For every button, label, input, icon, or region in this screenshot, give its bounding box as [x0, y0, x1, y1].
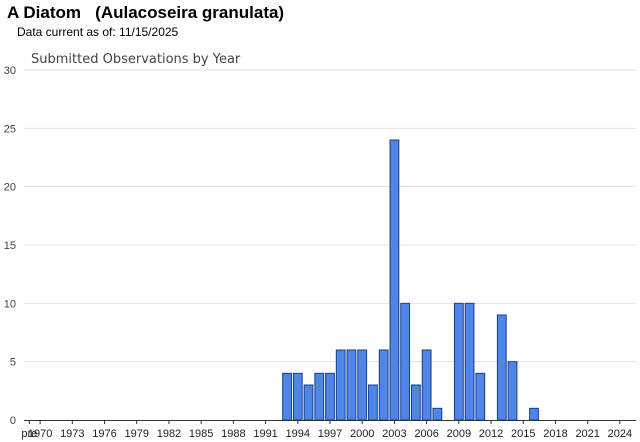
y-tick-label: 0 — [10, 415, 16, 427]
bar-1994 — [292, 372, 303, 421]
data-currency-note: Data current as of: 11/15/2025 — [17, 25, 179, 39]
x-tick-label: 2018 — [543, 428, 567, 440]
y-tick-label: 30 — [4, 65, 16, 77]
x-tick-label: 1976 — [92, 428, 116, 440]
x-tick-label: 2000 — [350, 428, 374, 440]
y-axis-ticks: 0 5 10 15 20 25 30 — [4, 65, 16, 427]
x-tick-label: 1994 — [286, 428, 310, 440]
bar-2002 — [378, 349, 389, 421]
x-tick-label: 2015 — [511, 428, 535, 440]
bar-2004 — [400, 302, 411, 421]
page-title: A Diatom (Aulacoseira granulata) — [7, 3, 285, 22]
bar-2014 — [507, 361, 518, 421]
x-tick-label: 1979 — [124, 428, 148, 440]
bar-1997 — [325, 372, 335, 421]
bar-2013 — [496, 314, 507, 421]
bar-1996 — [314, 372, 325, 421]
bar-2001 — [368, 384, 378, 421]
x-tick-label: 1991 — [253, 428, 277, 440]
x-tick-label: 1985 — [189, 428, 213, 440]
x-tick-label: pre — [21, 428, 37, 440]
bar-2003 — [389, 139, 400, 421]
x-tick-label: 2003 — [382, 428, 406, 440]
y-tick-label: 15 — [4, 240, 16, 252]
x-tick-label: 2012 — [479, 428, 503, 440]
x-tick-label: 2009 — [447, 428, 471, 440]
bar-2010 — [464, 302, 475, 421]
x-tick-label: 2024 — [608, 428, 632, 440]
bar-2000 — [357, 349, 368, 421]
x-tick-label: 1997 — [318, 428, 342, 440]
y-tick-label: 10 — [4, 298, 16, 310]
bar-2016 — [529, 407, 539, 421]
bar-1998 — [335, 349, 346, 421]
grid-lines — [24, 69, 636, 363]
bars — [282, 139, 539, 421]
x-tick-label: 1988 — [221, 428, 245, 440]
y-tick-label: 20 — [4, 182, 16, 194]
bar-1993 — [282, 372, 292, 421]
x-tick-label: 2021 — [575, 428, 599, 440]
chart-title: Submitted Observations by Year — [31, 52, 241, 67]
x-tick-label: 1973 — [60, 428, 84, 440]
y-tick-label: 5 — [10, 357, 16, 369]
x-tick-label: 1970 — [28, 428, 52, 440]
bar-2009 — [453, 302, 464, 421]
y-tick-label: 25 — [4, 123, 16, 135]
x-tick-label: 2006 — [414, 428, 438, 440]
x-tick-label: 1982 — [157, 428, 181, 440]
bar-2007 — [432, 407, 443, 421]
bar-2006 — [421, 349, 432, 421]
bar-2005 — [410, 384, 421, 421]
bar-2011 — [475, 372, 486, 421]
bar-1995 — [303, 384, 314, 421]
bar-1999 — [346, 349, 357, 421]
